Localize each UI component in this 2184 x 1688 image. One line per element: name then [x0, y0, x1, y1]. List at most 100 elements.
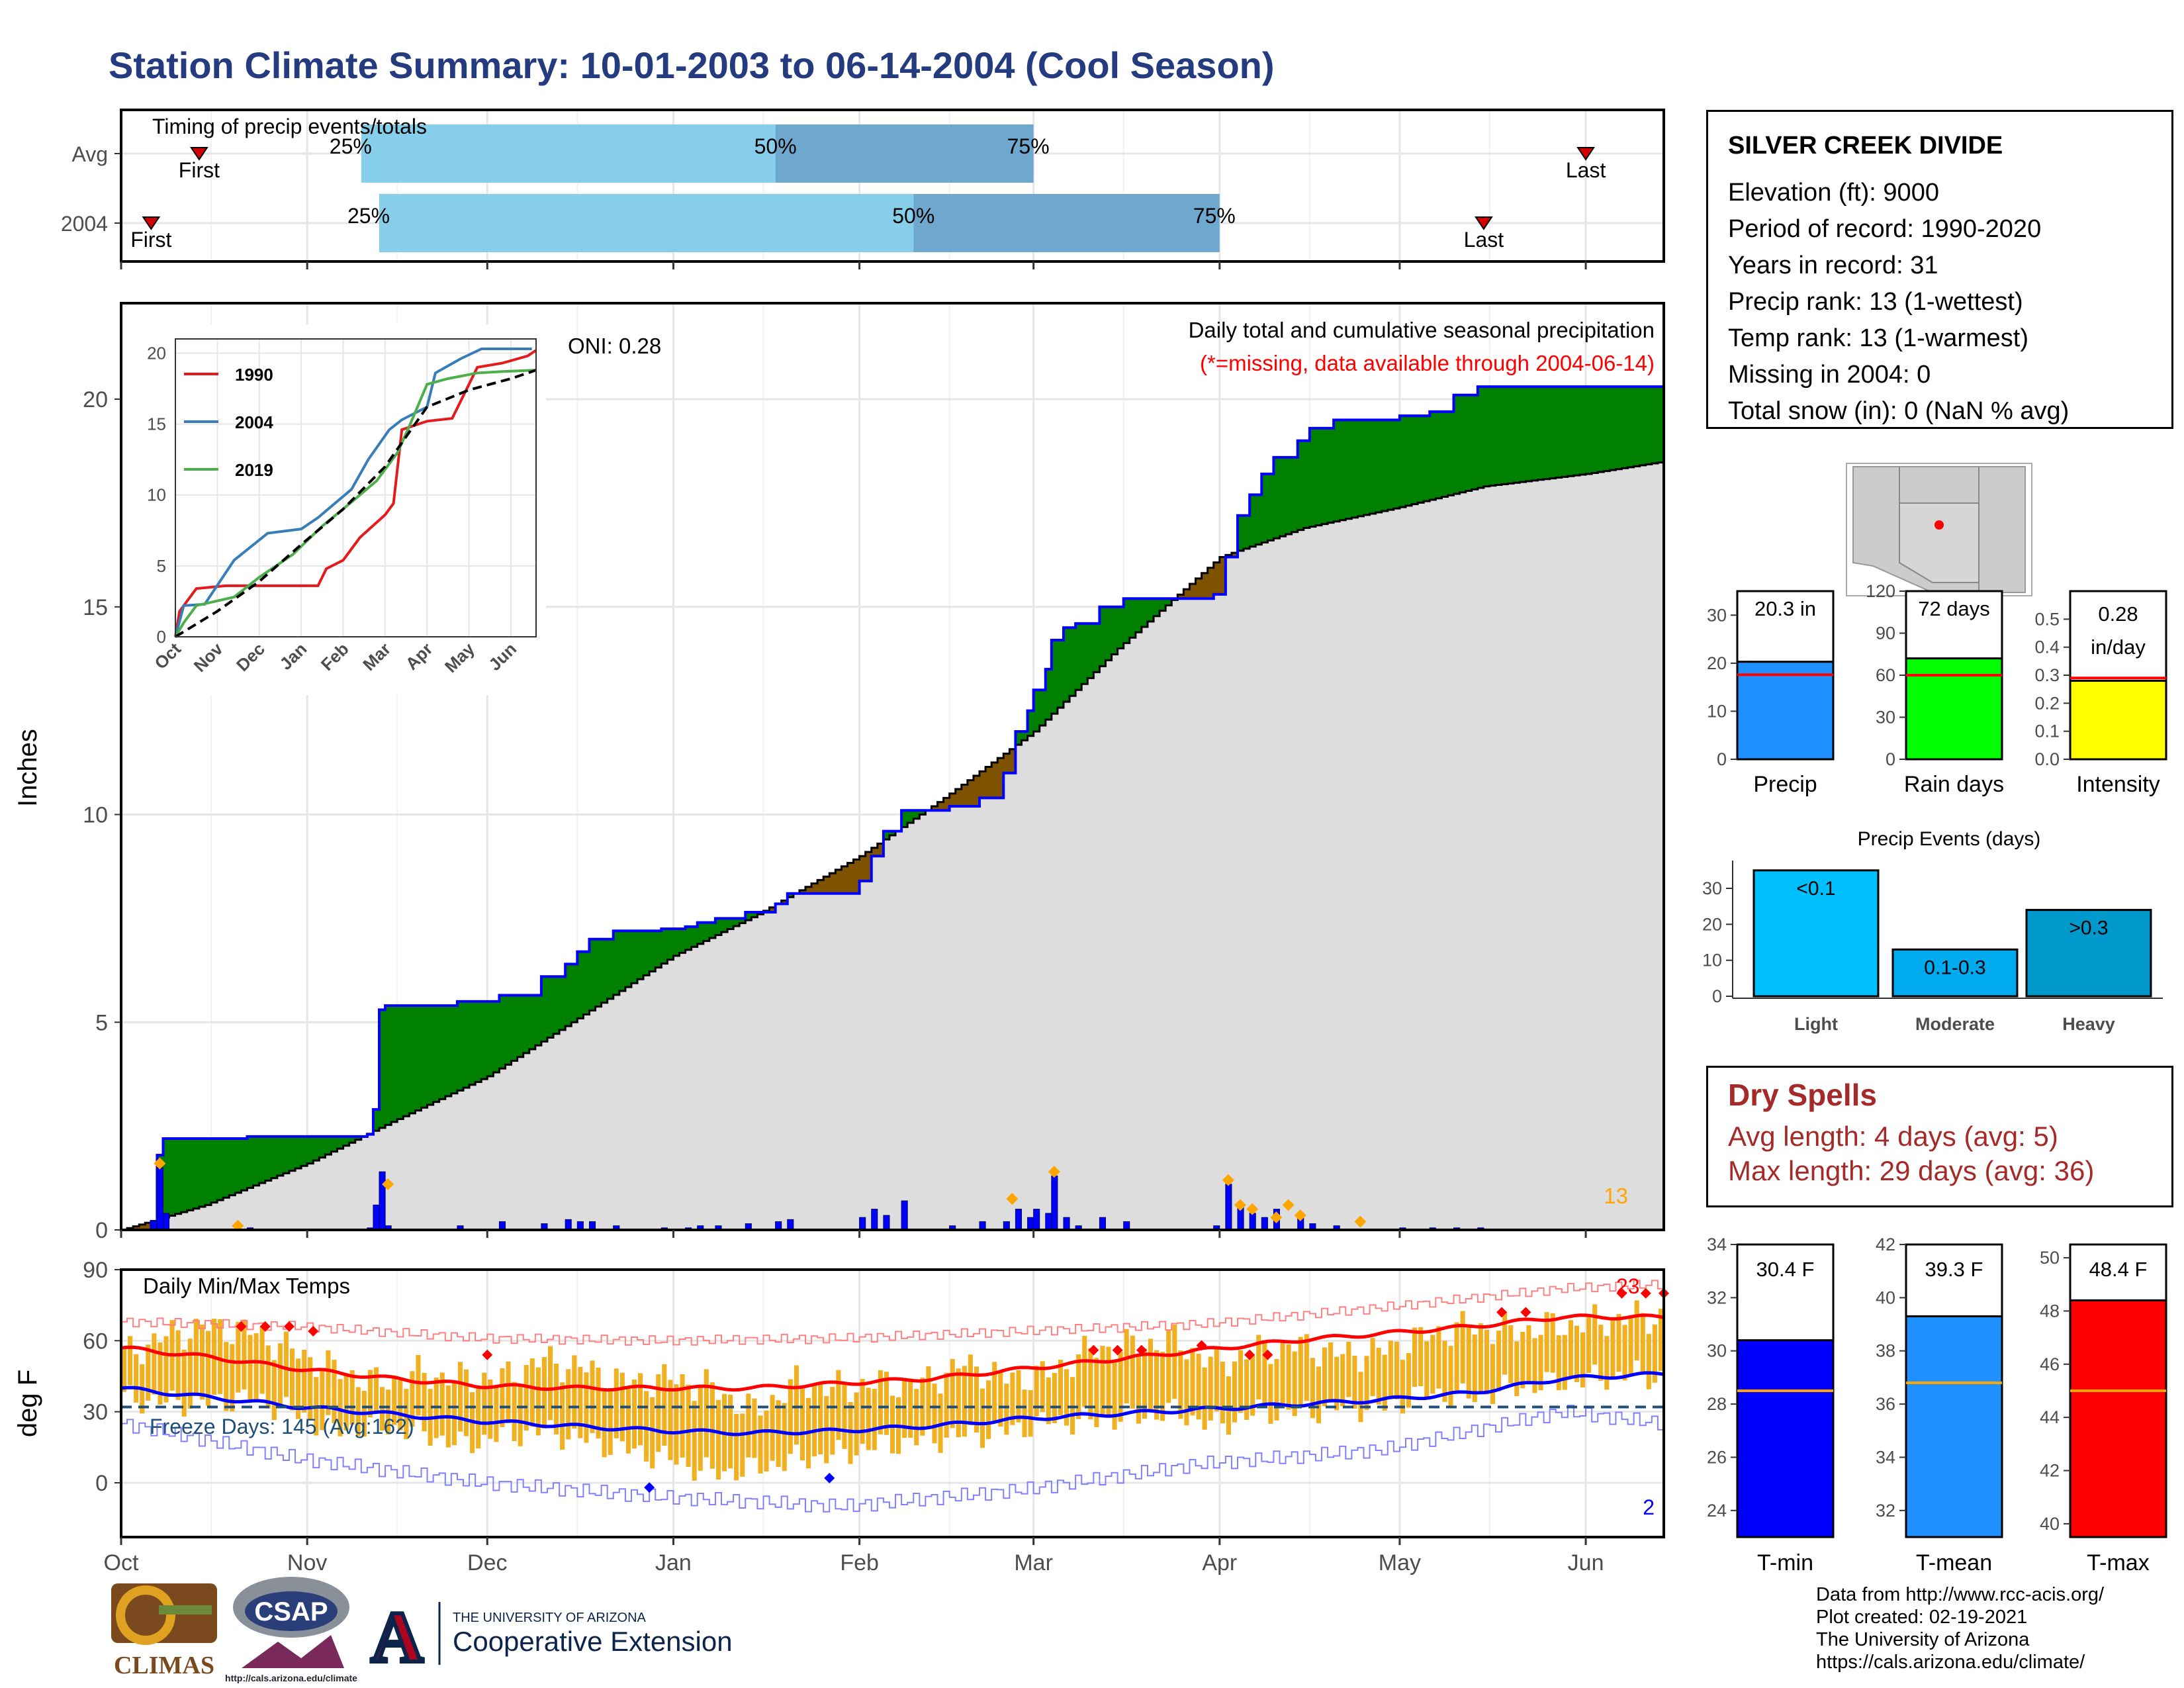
events-y-tick-label: 10 — [1702, 951, 1722, 970]
events-y-tick-label: 0 — [1712, 986, 1722, 1006]
above-average-fill — [1586, 387, 1592, 474]
daily-temp-bar — [596, 1368, 601, 1438]
above-average-fill — [1651, 387, 1659, 464]
daily-temp-bar — [1406, 1352, 1412, 1408]
daily-temp-bar — [578, 1366, 583, 1438]
record-high-marker — [1616, 1288, 1627, 1299]
daily-temp-bar — [1142, 1348, 1147, 1419]
above-average-fill — [481, 1001, 488, 1080]
daily-temp-bar — [1058, 1359, 1063, 1416]
daily-temp-bar — [224, 1342, 229, 1411]
daily-temp-bar — [625, 1387, 631, 1454]
temp-mean-bar — [2069, 1299, 2167, 1538]
daily-temp-bar — [602, 1391, 607, 1458]
daily-temp-bar — [1130, 1335, 1135, 1409]
temp-mean-y-tick-label: 26 — [1707, 1447, 1727, 1467]
above-average-fill — [283, 1136, 290, 1174]
daily-temp-bar — [1034, 1366, 1039, 1417]
record-high-marker — [1244, 1349, 1255, 1360]
daily-temp-bar — [523, 1365, 529, 1431]
precip-y-tick-label: 0 — [95, 1218, 108, 1243]
daily-temp-bar — [590, 1360, 595, 1433]
daily-temp-bar — [674, 1384, 679, 1465]
above-average-fill — [1328, 428, 1334, 523]
daily-temp-bar — [230, 1344, 235, 1412]
daily-precip-bar — [1027, 1217, 1034, 1231]
temp-mean-y-tick-label: 32 — [1707, 1288, 1727, 1307]
total-value-label: 0.28 — [2098, 602, 2138, 626]
below-average-fill — [847, 863, 854, 894]
total-y-tick-label: 0.0 — [2034, 749, 2060, 769]
daily-temp-bar — [218, 1319, 223, 1394]
inset-legend-label: 2019 — [235, 460, 273, 480]
daily-temp-bar — [836, 1370, 841, 1440]
temp-mean-y-tick-label: 36 — [1876, 1394, 1895, 1414]
daily-temp-bar — [187, 1338, 193, 1409]
above-average-fill — [1424, 416, 1430, 502]
daily-precip-bar — [859, 1217, 866, 1231]
daily-temp-bar — [1178, 1350, 1183, 1419]
total-y-tick-label: 20 — [1707, 653, 1727, 673]
events-category-label: Heavy — [2062, 1014, 2115, 1034]
above-average-fill — [733, 918, 740, 927]
daily-precip-bar — [156, 1167, 163, 1231]
above-average-fill — [1627, 387, 1635, 467]
daily-temp-bar — [830, 1387, 835, 1455]
daily-temp-bar — [320, 1370, 325, 1430]
above-average-fill — [499, 995, 506, 1069]
above-average-fill — [1441, 411, 1449, 497]
above-average-fill — [343, 1136, 350, 1146]
above-average-fill — [1105, 606, 1113, 661]
daily-temp-bar — [788, 1379, 793, 1454]
record-high-marker — [236, 1321, 247, 1332]
daily-temp-bar — [740, 1413, 745, 1477]
above-average-fill — [1315, 428, 1322, 526]
total-category-label: Intensity — [2076, 772, 2160, 797]
above-average-fill — [1075, 623, 1082, 690]
below-average-fill — [1183, 589, 1191, 599]
daily-precip-bar — [1045, 1213, 1052, 1231]
temp-x-tick-label: Oct — [104, 1550, 139, 1575]
above-average-fill — [439, 1006, 446, 1100]
above-average-fill — [1381, 420, 1388, 512]
below-average-fill — [1195, 578, 1203, 599]
daily-temp-bar — [134, 1354, 139, 1403]
total-value-label: in/day — [2091, 635, 2146, 659]
daily-temp-bar — [1256, 1335, 1261, 1400]
daily-temp-bar — [535, 1367, 541, 1436]
above-average-fill — [541, 976, 548, 1042]
daily-temp-bar — [1616, 1313, 1621, 1372]
daily-temp-bar — [1562, 1335, 1567, 1390]
above-average-fill — [319, 1136, 326, 1158]
daily-temp-bar — [1076, 1354, 1081, 1419]
daily-temp-bar — [644, 1391, 649, 1462]
events-bar — [1752, 869, 1880, 998]
daily-temp-bar — [1118, 1351, 1123, 1422]
total-value-bar — [1736, 661, 1835, 761]
daily-temp-bar — [1184, 1359, 1189, 1426]
daily-temp-bar — [878, 1370, 883, 1434]
precip-panel-border — [120, 302, 1665, 1231]
above-average-fill — [577, 951, 584, 1019]
quartile-label-25: 25% — [330, 134, 372, 158]
total-y-tick-label: 30 — [1876, 708, 1895, 727]
below-average-fill — [1189, 584, 1197, 599]
above-average-fill — [739, 918, 746, 923]
above-average-fill — [1165, 598, 1172, 606]
daily-temp-bar — [1490, 1344, 1496, 1404]
above-average-fill — [1453, 395, 1461, 494]
daily-temp-bar — [1502, 1312, 1508, 1375]
above-average-fill — [547, 976, 554, 1038]
temp-mean-y-tick-label: 34 — [1876, 1447, 1895, 1467]
above-average-fill — [1399, 416, 1406, 508]
precip-subtitle: (*=missing, data available through 2004-… — [1200, 351, 1655, 375]
daily-temp-bar — [1640, 1313, 1645, 1372]
record-low-marker — [824, 1472, 835, 1483]
credit-line: The University of Arizona — [1816, 1629, 2030, 1650]
daily-precip-bar — [1015, 1209, 1023, 1231]
below-average-fill — [829, 873, 836, 894]
daily-temp-bar — [1430, 1335, 1435, 1394]
above-average-fill — [1567, 387, 1574, 477]
timing-row-label: 2004 — [61, 212, 108, 236]
